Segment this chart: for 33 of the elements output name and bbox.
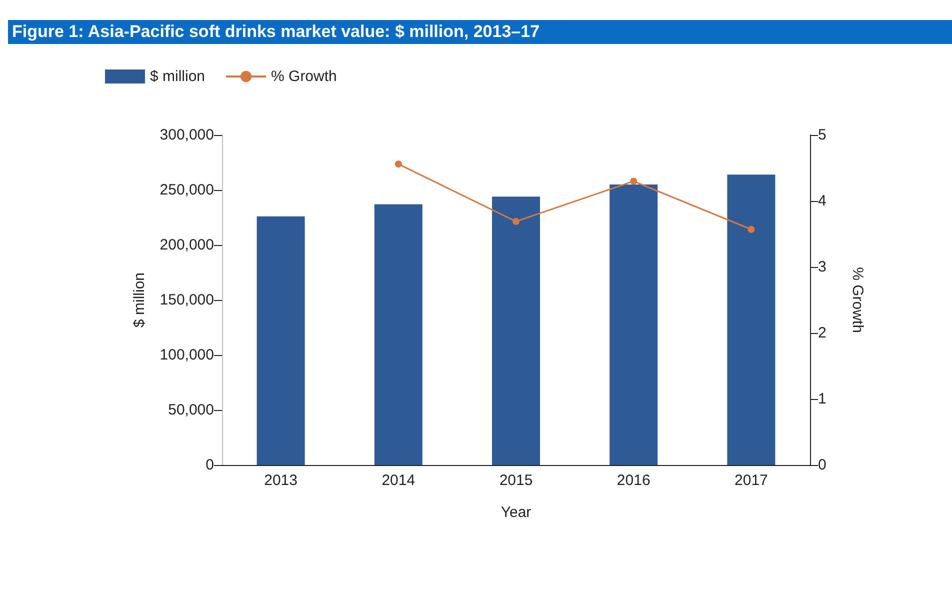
point <box>630 178 638 185</box>
y-tick-label: 100,000 <box>160 346 214 364</box>
legend-label: $ million <box>150 68 206 85</box>
x-tick-label: 2015 <box>499 472 533 489</box>
y2-tick-label: 5 <box>818 126 826 144</box>
chart-title: Figure 1: Asia-Pacific soft drinks market value: $ million, 2013–17 <box>8 20 952 44</box>
y2-tick-label: 4 <box>818 192 826 210</box>
point <box>394 160 402 168</box>
y2-tick-label: 3 <box>818 258 826 276</box>
x-tick-label: 2016 <box>616 472 650 489</box>
x-axis-title: Year <box>500 504 532 521</box>
y-tick-label: 300,000 <box>160 126 214 144</box>
y-tick-label: 200,000 <box>160 236 214 254</box>
y2-axis-title: % Growth <box>849 267 866 333</box>
legend-label: % Growth <box>271 68 337 85</box>
bar <box>610 184 658 465</box>
y2-tick-label: 1 <box>818 390 826 408</box>
y-tick-label: 250,000 <box>160 182 214 198</box>
bar <box>256 216 305 465</box>
bar <box>727 174 776 465</box>
point <box>512 218 520 225</box>
y-tick-label: 50,000 <box>168 402 214 418</box>
y2-tick-label: 2 <box>818 324 826 342</box>
x-tick-label: 2013 <box>264 472 298 489</box>
bar <box>374 204 422 465</box>
x-tick-label: 2014 <box>382 472 416 489</box>
y-tick-label: 150,000 <box>160 292 214 308</box>
bar <box>492 196 540 465</box>
y-tick-label: 0 <box>206 456 214 474</box>
y-axis-title: $ million <box>131 272 148 328</box>
y2-tick-label: 0 <box>818 456 826 474</box>
x-tick-label: 2017 <box>734 472 768 489</box>
point <box>748 226 755 233</box>
